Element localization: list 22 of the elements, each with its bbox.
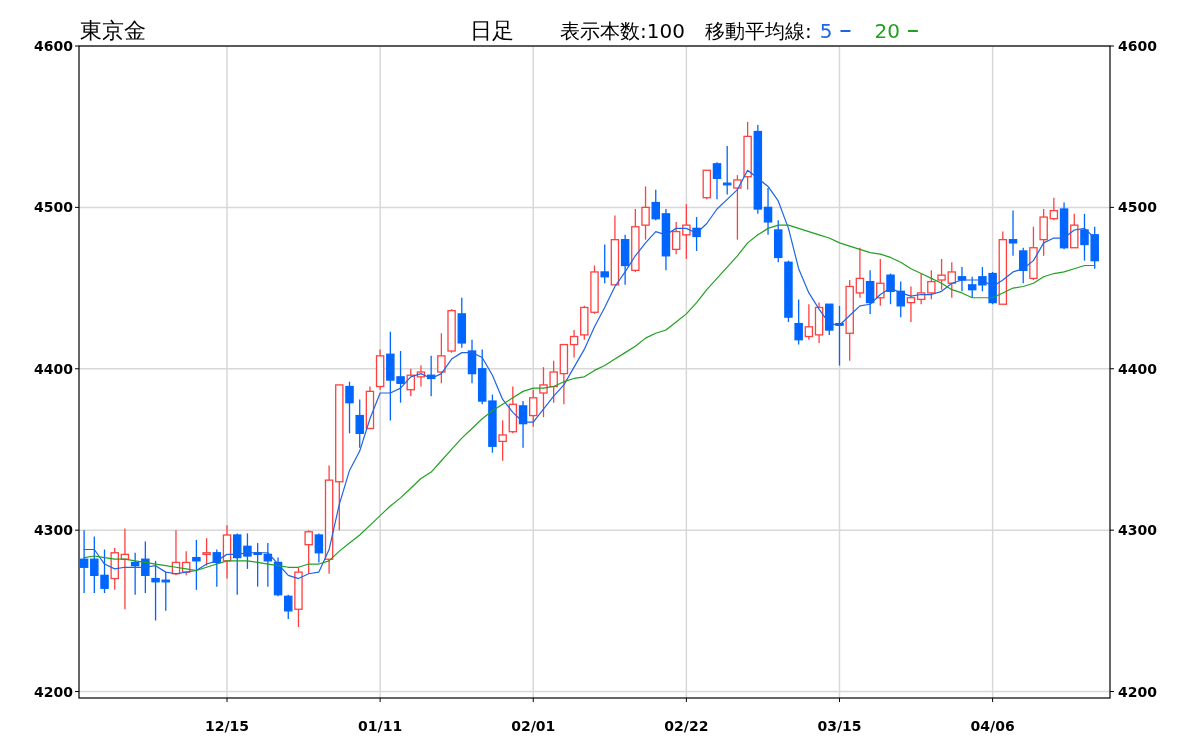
y-tick-label: 4300 (34, 522, 74, 539)
y2-tick-label: 4600 (1118, 38, 1158, 54)
legend-title: 移動平均線: (705, 19, 812, 43)
y2-tick-label: 4200 (1118, 683, 1158, 700)
legend-label: 20 (874, 19, 900, 43)
legend-label: 5 (819, 19, 833, 43)
y-tick-label: 4400 (34, 360, 74, 377)
y2-tick-label: 4400 (1118, 360, 1158, 377)
y-tick-label: 4600 (34, 38, 74, 54)
y2-tick-label: 4300 (1118, 522, 1158, 539)
x-tick-label: 04/06 (970, 718, 1015, 734)
text: 表示本数:100 (560, 19, 685, 43)
y-tick-label: 4500 (34, 199, 74, 216)
x-tick-label: 03/15 (817, 718, 862, 734)
chart-subtitle: 日足 (470, 18, 514, 43)
x-tick-label: 01/11 (358, 718, 403, 734)
x-tick-label: 02/22 (664, 718, 709, 734)
x-tick-label: 12/15 (204, 718, 250, 734)
x-tick-label: 02/01 (511, 718, 556, 734)
chart-title: 東京金 (80, 18, 146, 43)
y-tick-label: 4200 (34, 683, 74, 700)
y2-tick-label: 4500 (1118, 199, 1158, 216)
